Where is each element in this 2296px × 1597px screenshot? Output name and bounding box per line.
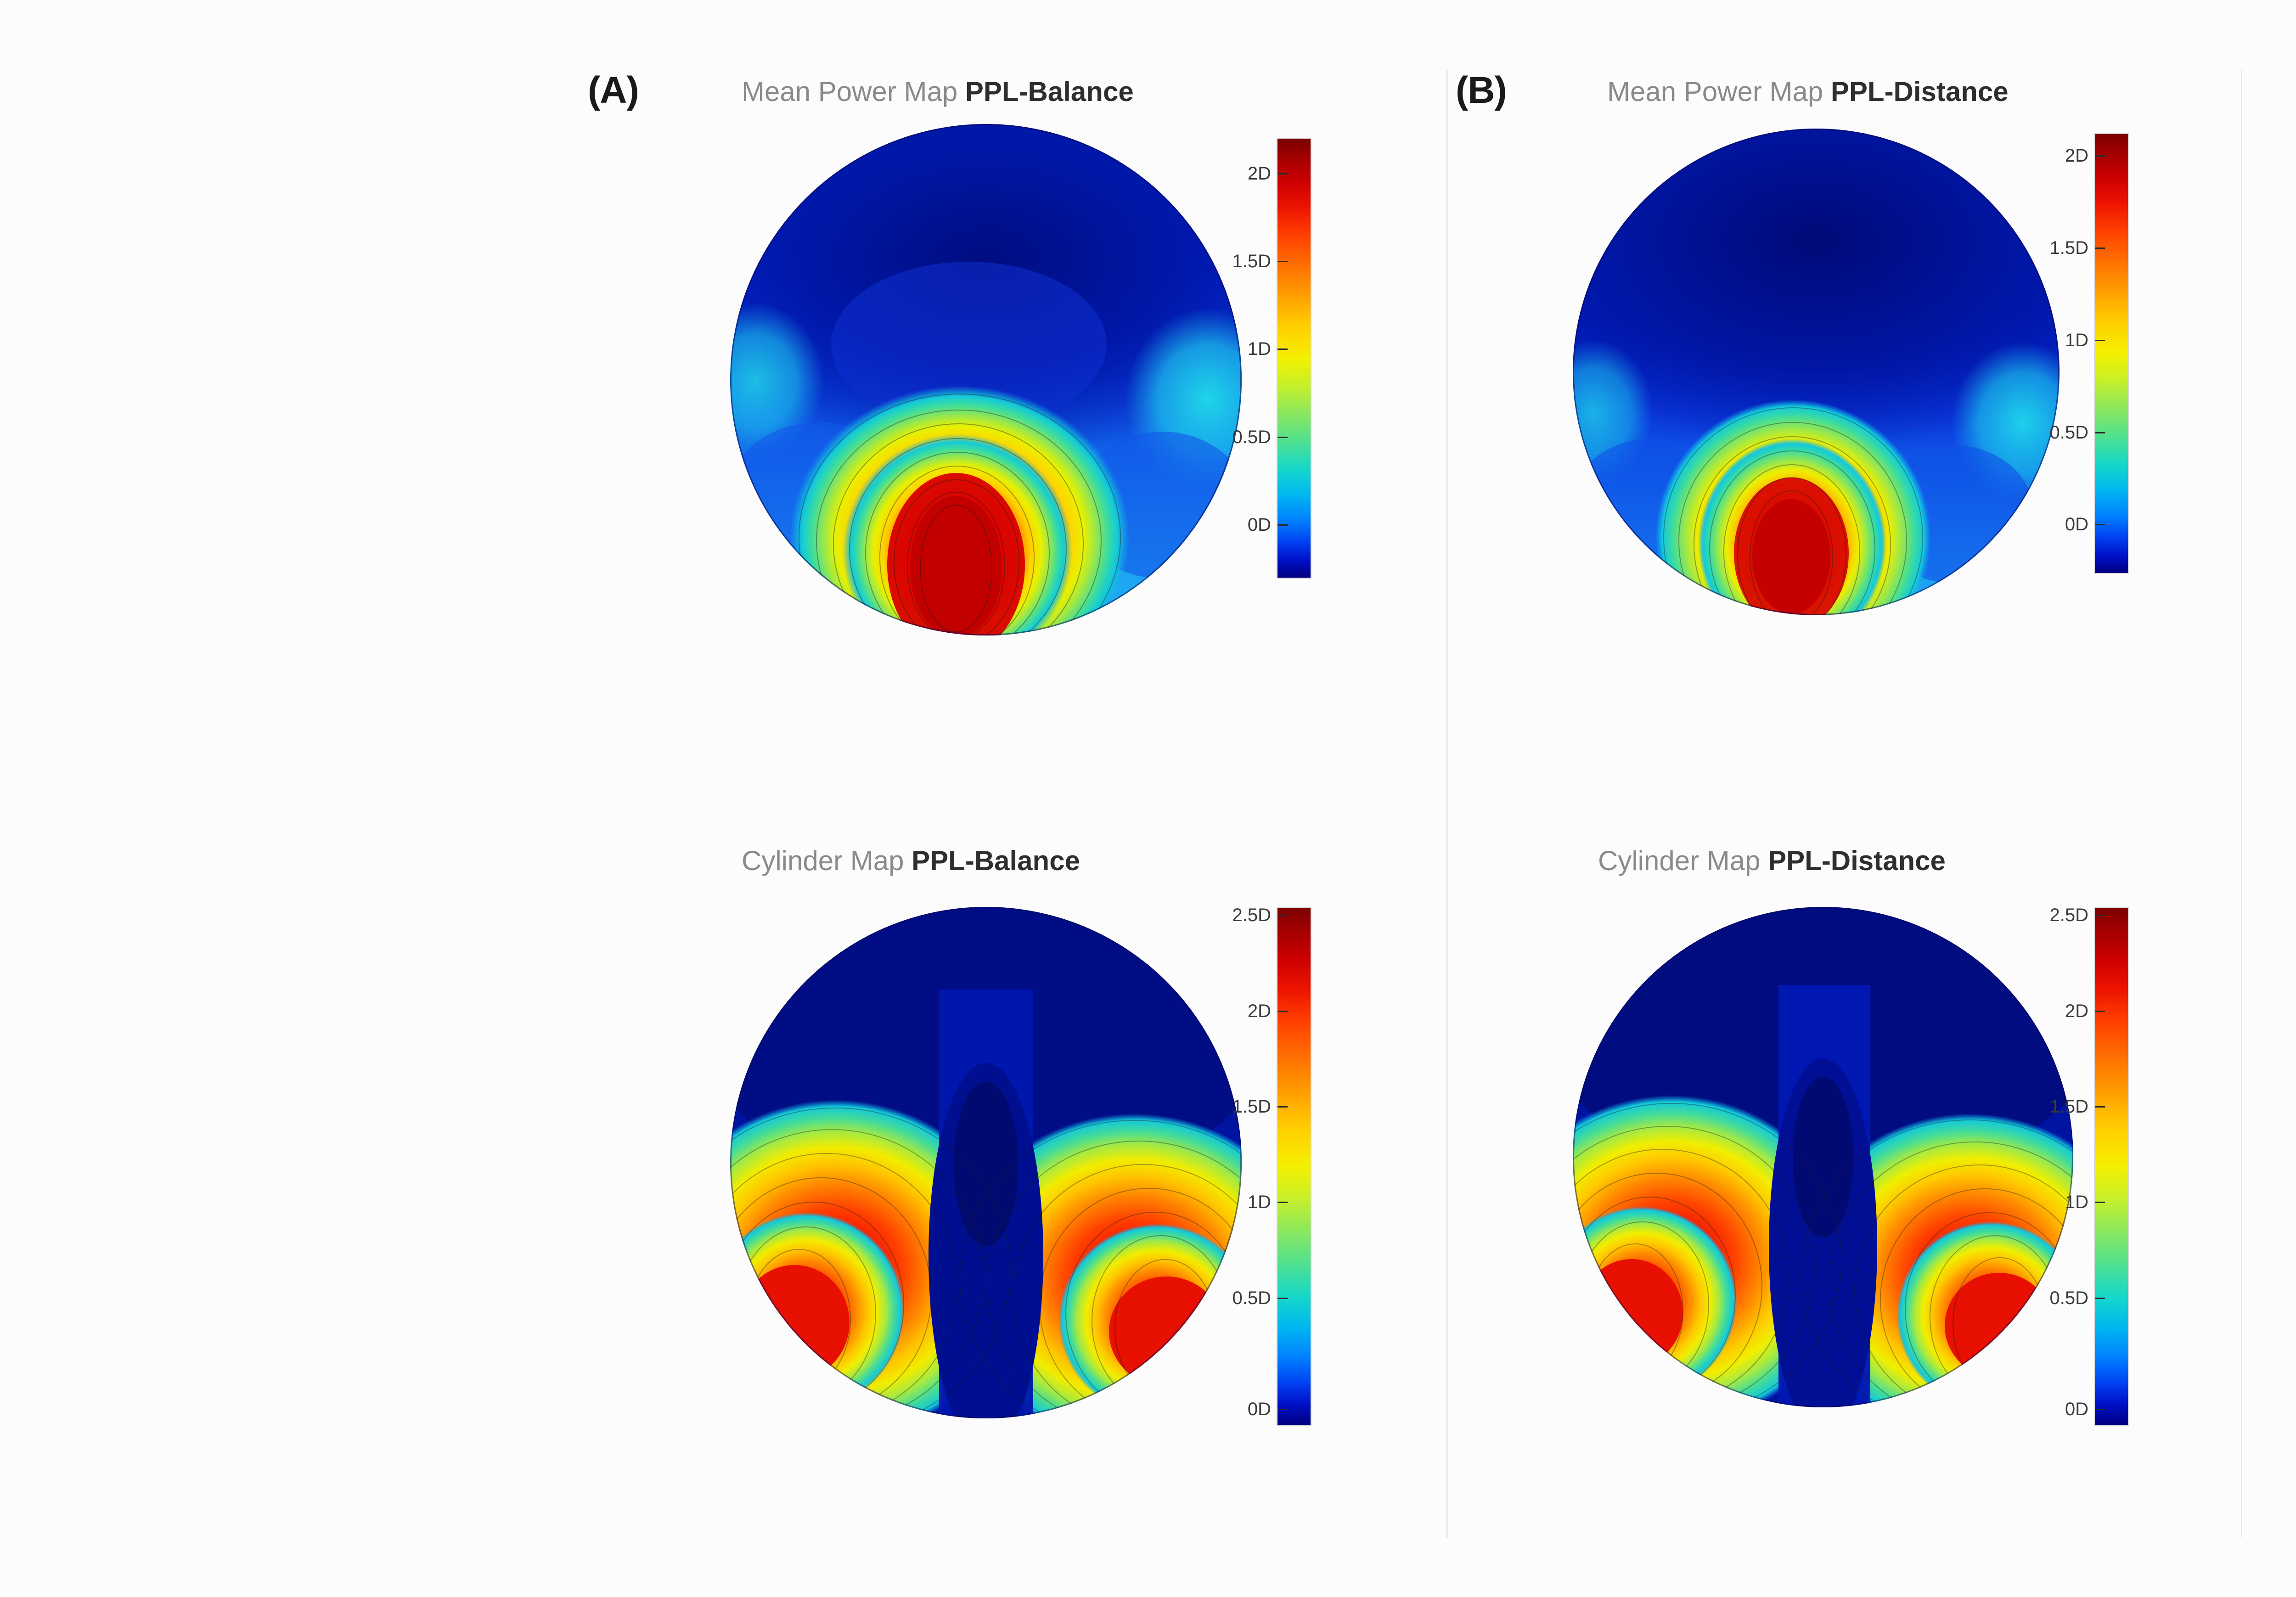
colorbar-tick-mark	[2095, 432, 2105, 433]
map-title-a-mean: Mean Power Map PPL-Balance	[742, 76, 1134, 107]
colorbar-a-cylinder: 2.5D 2D 1.5D 1D 0.5D 0D	[1232, 905, 1311, 1426]
colorbar-a-cylinder-gradient	[1277, 908, 1311, 1425]
map-title-condition: PPL-Balance	[912, 845, 1080, 876]
colorbar-tick-label: 1.5D	[2049, 238, 2089, 259]
panel-divider-ab	[1446, 69, 1448, 1538]
colorbar-tick-mark	[2095, 1297, 2105, 1299]
colorbar-a-mean-gradient	[1277, 139, 1311, 578]
mean-power-map-a-svg	[730, 124, 1242, 635]
colorbar-tick-label: 1D	[1247, 339, 1271, 360]
colorbar-tick-mark	[2095, 1010, 2105, 1012]
colorbar-tick-label: 1D	[1247, 1192, 1271, 1213]
colorbar-tick-mark	[1277, 524, 1288, 526]
mean-power-map-a	[730, 124, 1242, 636]
colorbar-tick-label: 1.5D	[1232, 251, 1272, 272]
map-title-b-cyl: Cylinder Map PPL-Distance	[1598, 845, 1946, 877]
colorbar-tick-label: 1.5D	[2049, 1097, 2089, 1117]
colorbar-tick-mark	[1277, 1010, 1288, 1012]
map-title-prefix: Mean Power Map	[742, 76, 965, 107]
colorbar-tick-label: 2D	[2065, 146, 2088, 166]
map-title-prefix: Cylinder Map	[742, 845, 912, 876]
cylinder-map-b-svg	[1573, 907, 2073, 1407]
cylinder-map-b	[1573, 907, 2073, 1407]
colorbar-tick-label: 2D	[1247, 163, 1271, 184]
colorbar-tick-mark	[2095, 915, 2105, 917]
map-title-prefix: Mean Power Map	[1607, 76, 1831, 107]
colorbar-tick-mark	[2095, 247, 2105, 249]
colorbar-tick-label: 1D	[2065, 330, 2088, 350]
colorbar-tick-mark	[1277, 1297, 1288, 1299]
colorbar-tick-label: 2.5D	[1232, 905, 1272, 926]
colorbar-tick-mark	[2095, 524, 2105, 526]
map-title-prefix: Cylinder Map	[1598, 845, 1768, 876]
colorbar-tick-mark	[2095, 1106, 2105, 1108]
colorbar-b-cylinder: 2.5D 2D 1.5D 1D 0.5D 0D	[2050, 905, 2129, 1426]
colorbar-tick-label: 0.5D	[2049, 422, 2089, 443]
colorbar-tick-label: 1D	[2065, 1192, 2088, 1213]
colorbar-tick-mark	[1277, 436, 1288, 438]
colorbar-tick-mark	[1277, 1106, 1288, 1108]
colorbar-tick-label: 1.5D	[1232, 1097, 1272, 1117]
colorbar-tick-mark	[2095, 155, 2105, 157]
colorbar-tick-mark	[1277, 915, 1288, 917]
cylinder-map-a	[730, 907, 1242, 1419]
colorbar-tick-mark	[1277, 173, 1288, 174]
colorbar-tick-label: 0D	[1247, 514, 1271, 535]
panel-b: (B) Mean Power Map PPL-Distance	[1382, 0, 2232, 1597]
mean-power-map-b	[1573, 129, 2060, 615]
colorbar-tick-mark	[1277, 1408, 1288, 1410]
colorbar-tick-label: 0.5D	[2049, 1288, 2089, 1308]
panel-divider-bc	[2241, 69, 2242, 1538]
colorbar-tick-label: 0D	[2065, 1399, 2088, 1419]
map-title-a-cyl: Cylinder Map PPL-Balance	[742, 845, 1080, 877]
cylinder-map-a-svg	[730, 907, 1242, 1418]
colorbar-tick-label: 0D	[1247, 1399, 1271, 1419]
map-title-condition: PPL-Distance	[1830, 76, 2009, 107]
colorbar-tick-label: 2D	[1247, 1001, 1271, 1021]
colorbar-tick-label: 0D	[2065, 514, 2088, 535]
panel-c: (C) Mean Power Map PPL-Near	[2241, 0, 2296, 1597]
map-title-condition: PPL-Balance	[965, 76, 1134, 107]
colorbar-tick-label: 0.5D	[1232, 1288, 1272, 1308]
panel-letter-a: (A)	[588, 69, 639, 111]
colorbar-tick-label: 0.5D	[1232, 427, 1272, 447]
colorbar-a-mean: 2D 1.5D 1D 0.5D 0D	[1232, 138, 1311, 579]
colorbar-b-mean: 2D 1.5D 1D 0.5D 0D	[2050, 133, 2129, 574]
colorbar-b-cylinder-gradient	[2095, 908, 2128, 1425]
map-title-condition: PPL-Distance	[1768, 845, 1946, 876]
colorbar-tick-label: 2D	[2065, 1001, 2088, 1021]
colorbar-b-mean-gradient	[2095, 134, 2128, 573]
colorbar-tick-mark	[1277, 261, 1288, 263]
colorbar-tick-mark	[2095, 339, 2105, 341]
colorbar-tick-mark	[1277, 1202, 1288, 1203]
map-title-b-mean: Mean Power Map PPL-Distance	[1607, 76, 2009, 107]
panel-a: (A) Mean Power Map PPL-Balance	[588, 0, 1437, 1597]
colorbar-tick-label: 2.5D	[2049, 905, 2089, 926]
panel-letter-b: (B)	[1456, 69, 1507, 111]
colorbar-tick-mark	[2095, 1202, 2105, 1203]
colorbar-tick-mark	[1277, 349, 1288, 350]
colorbar-tick-mark	[2095, 1408, 2105, 1410]
mean-power-map-b-svg	[1573, 129, 2060, 615]
